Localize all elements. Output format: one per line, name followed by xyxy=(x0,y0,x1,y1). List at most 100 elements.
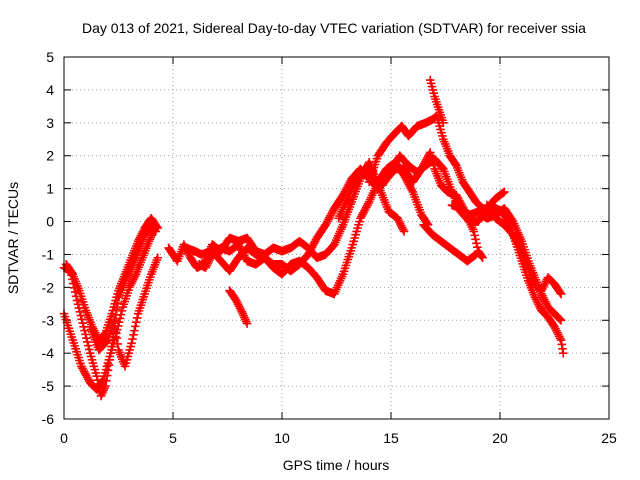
series-track-g xyxy=(194,158,433,299)
data-point xyxy=(131,317,141,327)
data-point xyxy=(109,302,119,312)
data-point xyxy=(117,306,127,316)
data-point xyxy=(72,296,82,305)
series-track-l xyxy=(425,75,448,128)
data-point xyxy=(92,371,101,381)
series-track-n xyxy=(482,200,566,299)
y-tick-label: -5 xyxy=(42,378,55,394)
y-tick-label: -2 xyxy=(42,279,55,295)
y-tick-label: -4 xyxy=(42,345,55,361)
x-axis-label: GPS time / hours xyxy=(283,457,390,473)
data-point xyxy=(353,223,362,233)
x-tick-label: 5 xyxy=(169,430,177,446)
data-point xyxy=(350,233,359,243)
data-point xyxy=(104,355,114,365)
data-point xyxy=(111,327,121,337)
data-point xyxy=(102,362,112,371)
data-series xyxy=(59,75,568,401)
data-point xyxy=(90,365,100,374)
y-tick-label: -1 xyxy=(42,246,55,262)
data-point xyxy=(473,242,482,252)
x-tick-label: 15 xyxy=(383,430,399,446)
series-track-m xyxy=(447,200,566,325)
data-point xyxy=(438,131,447,141)
x-tick-label: 0 xyxy=(60,430,68,446)
data-point xyxy=(84,345,94,354)
data-point xyxy=(99,371,109,381)
data-point xyxy=(89,362,99,371)
data-point xyxy=(129,330,138,340)
data-point xyxy=(75,307,85,317)
data-point xyxy=(127,339,136,348)
data-point xyxy=(125,345,135,355)
data-point xyxy=(114,317,124,327)
data-point xyxy=(105,352,115,361)
data-point xyxy=(242,319,252,328)
data-point xyxy=(78,318,87,328)
data-point xyxy=(111,296,120,305)
data-point xyxy=(131,322,140,331)
data-point xyxy=(555,315,565,324)
data-point xyxy=(351,230,360,240)
x-tick-labels: 0 5 10 15 20 25 xyxy=(60,430,617,446)
data-point xyxy=(153,223,163,233)
data-point xyxy=(101,365,111,374)
data-point xyxy=(470,231,480,240)
y-axis-label: SDTVAR / TECUs xyxy=(5,182,21,294)
data-point xyxy=(436,125,445,134)
y-tick-label: 0 xyxy=(46,214,54,230)
data-point xyxy=(113,339,122,349)
y-tick-label: 4 xyxy=(46,82,54,98)
data-point xyxy=(116,310,126,319)
data-point xyxy=(88,358,98,368)
data-point xyxy=(399,227,409,236)
data-point xyxy=(152,222,162,232)
data-point xyxy=(83,337,92,347)
data-point xyxy=(428,85,438,95)
y-tick-label: -6 xyxy=(42,411,55,427)
data-point xyxy=(124,348,134,358)
x-tick-label: 10 xyxy=(274,430,290,446)
chart-title: Day 013 of 2021, Sidereal Day-to-day VTE… xyxy=(82,20,586,36)
data-point xyxy=(471,250,481,259)
y-tick-label: 2 xyxy=(46,148,54,164)
data-point xyxy=(500,187,509,197)
data-point xyxy=(120,362,130,371)
data-point xyxy=(126,342,135,351)
data-point xyxy=(477,252,486,261)
data-point xyxy=(153,253,163,263)
data-point xyxy=(123,352,133,361)
data-point xyxy=(110,299,120,309)
data-point xyxy=(91,368,101,378)
data-point xyxy=(115,314,125,323)
data-point xyxy=(86,352,96,361)
data-point xyxy=(352,227,361,236)
data-point xyxy=(87,355,97,365)
data-point xyxy=(472,238,481,248)
data-point xyxy=(354,220,363,230)
data-point xyxy=(98,375,108,384)
data-point xyxy=(478,253,487,263)
data-point xyxy=(103,358,113,368)
data-point xyxy=(556,289,566,299)
data-point xyxy=(106,348,116,358)
data-point xyxy=(112,333,122,343)
data-point xyxy=(107,345,116,355)
data-point xyxy=(113,289,122,299)
data-point xyxy=(558,348,568,358)
series-track-k xyxy=(419,220,481,266)
data-point xyxy=(469,227,479,236)
data-point xyxy=(439,118,448,128)
data-point xyxy=(128,334,137,344)
data-point xyxy=(349,236,358,246)
plot-frame xyxy=(63,56,610,420)
data-point xyxy=(347,243,357,253)
data-point xyxy=(112,292,121,302)
data-point xyxy=(121,358,131,368)
data-point xyxy=(98,376,107,386)
y-tick-label: 3 xyxy=(46,115,54,131)
series-track-h xyxy=(225,286,252,328)
x-tick-label: 20 xyxy=(492,430,508,446)
data-point xyxy=(471,235,480,244)
